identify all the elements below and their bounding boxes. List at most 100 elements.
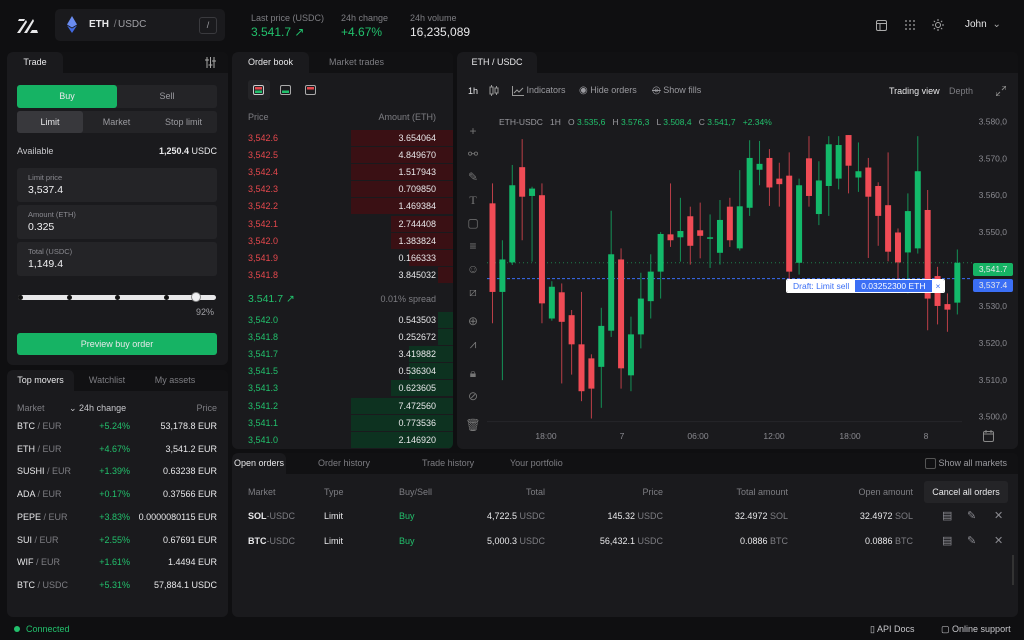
ruler-icon[interactable]: ⧄ [469,285,477,299]
api-docs-link[interactable]: ▯ API Docs [870,624,914,635]
indicators-button[interactable]: Indicators [512,85,566,96]
field-value[interactable]: 0.325 [28,221,55,233]
crosshair-icon[interactable]: + [469,124,477,138]
ask-row[interactable]: 3,542.5 4.849670 [232,147,453,165]
draft-order-label[interactable]: Draft: Limit sell 0.03252300 ETH × [786,279,946,293]
candle-type-icon[interactable] [489,85,499,96]
shape-icon[interactable]: ▢ [467,216,479,230]
orderbook-bids-icon[interactable] [280,85,291,95]
mover-row[interactable]: SUSHI / EUR +1.39% 0.63238 EUR [7,463,228,480]
trading-view-tab[interactable]: Trading view [889,86,940,96]
bid-row[interactable]: 3,541.5 0.536304 [232,363,453,381]
mover-row[interactable]: PEPE / EUR +3.83% 0.0000080115 EUR [7,509,228,526]
details-icon[interactable]: ▤ [942,510,953,522]
tab-market-trades[interactable]: Market trades [328,57,385,67]
slider-thumb[interactable] [190,292,201,302]
scrollbar[interactable] [1012,555,1014,585]
candlestick-chart[interactable]: 3.580,0 3.570,0 3.560,0 3.550,0 3.530,0 3.520… [457,52,1018,449]
tab-watchlist[interactable]: Watchlist [88,375,126,385]
order-type-market[interactable]: Market [102,117,131,127]
preview-buy-order-button[interactable]: Preview buy order [17,333,217,355]
emoji-icon[interactable]: ☺ [466,262,480,276]
mover-row[interactable]: SUI / EUR +2.55% 0.67691 EUR [7,532,228,549]
tab-order-book[interactable]: Order book [232,52,309,73]
col-24h-change[interactable]: ⌄ 24h change [69,403,126,414]
cancel-order-icon[interactable]: ✕ [994,535,1004,547]
field-value[interactable]: 1,149.4 [28,258,64,270]
tab-order-history[interactable]: Order history [318,458,371,468]
calendar-icon[interactable] [983,430,994,442]
mover-row[interactable]: WIF / EUR +1.61% 1.4494 EUR [7,554,228,571]
ask-row[interactable]: 3,542.2 1.469384 [232,198,453,216]
depth-tab[interactable]: Depth [949,86,974,96]
ask-row[interactable]: 3,542.4 1.517943 [232,164,453,182]
total-field[interactable]: Total (USDC) 1,149.4 [17,242,217,276]
tab-chart-pair[interactable]: ETH / USDC [457,52,537,73]
amount-slider[interactable] [18,292,216,302]
tab-top-movers[interactable]: Top movers [7,370,74,391]
online-support-link[interactable]: ▢ Online support [941,624,1011,635]
bid-row[interactable]: 3,541.8 0.252672 [232,329,453,347]
text-icon[interactable]: T [469,193,477,207]
layout-icon[interactable] [876,20,887,31]
buy-button[interactable]: Buy [17,85,117,108]
cancel-order-icon[interactable]: ✕ [994,510,1004,522]
hide-orders-button[interactable]: ◉ Hide orders [579,85,637,96]
trash-icon[interactable]: 🗑︎ [465,418,481,432]
mover-row[interactable]: ADA / EUR +0.17% 0.37566 EUR [7,486,228,503]
trend-line-icon[interactable]: ⚯ [467,147,479,161]
bid-row[interactable]: 3,541.2 7.472560 [232,397,453,415]
hide-drawings-icon[interactable]: ⊘ [467,389,479,403]
show-fills-button[interactable]: ◎ Show fills [652,85,701,96]
interval-selector[interactable]: 1h [468,86,479,96]
amount-field[interactable]: Amount (ETH) 0.325 [17,205,217,239]
chart-scale-icon[interactable]: ⩘ [469,337,477,351]
slider-step-dot[interactable] [115,295,120,300]
sell-button[interactable]: Sell [159,91,175,101]
show-all-markets-checkbox[interactable]: Show all markets [925,458,1007,470]
theme-sun-icon[interactable] [932,19,944,31]
fib-icon[interactable]: ≡ [469,239,477,253]
checkbox[interactable] [925,458,936,470]
tab-trade-history[interactable]: Trade history [422,458,475,468]
apps-grid-icon[interactable] [905,20,915,30]
bid-row[interactable]: 3,541.3 0.623605 [232,380,453,398]
mover-row[interactable]: BTC / USDC +5.31% 57,884.1 USDC [7,577,228,594]
orderbook-asks-icon[interactable] [305,85,316,95]
slider-step-dot[interactable] [163,295,169,300]
limit-price-field[interactable]: Limit price 3,537.4 [17,168,217,202]
zoom-in-icon[interactable]: ⊕ [467,314,479,328]
col-market[interactable]: Market [17,403,45,413]
view-both-button[interactable] [248,80,270,100]
bid-row[interactable]: 3,542.0 0.543503 [232,312,453,329]
ask-row[interactable]: 3,542.3 0.709850 [232,181,453,199]
slider-step-dot[interactable] [18,295,23,300]
user-menu[interactable]: John ⌄ [965,19,1001,30]
ask-row[interactable]: 3,541.8 3.845032 [232,266,453,284]
logo[interactable] [17,17,38,33]
edit-icon[interactable]: ✎ [967,535,977,547]
ask-row[interactable]: 3,542.6 3.654064 [232,130,453,147]
mover-row[interactable]: ETH / EUR +4.67% 3,541.2 EUR [7,441,228,458]
close-icon[interactable]: × [931,280,945,292]
ask-row[interactable]: 3,542.0 1.383824 [232,232,453,250]
bid-row[interactable]: 3,541.1 0.773536 [232,414,453,432]
bid-row[interactable]: 3,541.7 3.419882 [232,346,453,364]
pair-selector[interactable]: ETH / USDC / [55,9,225,41]
slider-step-dot[interactable] [66,295,72,300]
tab-my-assets[interactable]: My assets [154,375,196,385]
cancel-all-orders-button[interactable]: Cancel all orders [924,481,1008,503]
order-type-stop-limit[interactable]: Stop limit [164,117,202,127]
tab-trade[interactable]: Trade [7,52,63,73]
ask-row[interactable]: 3,541.9 0.166333 [232,249,453,267]
edit-icon[interactable]: ✎ [967,510,977,522]
mover-row[interactable]: BTC / EUR +5.24% 53,178.8 EUR [7,418,228,435]
fullscreen-icon[interactable] [996,86,1006,96]
field-value[interactable]: 3,537.4 [28,184,64,196]
settings-sliders-icon[interactable] [205,57,216,68]
order-type-limit[interactable]: Limit [17,111,83,133]
brush-icon[interactable]: ✎ [467,170,479,184]
tab-open-orders[interactable]: Open orders [232,453,286,474]
col-price[interactable]: Price [196,403,217,413]
details-icon[interactable]: ▤ [942,535,953,547]
